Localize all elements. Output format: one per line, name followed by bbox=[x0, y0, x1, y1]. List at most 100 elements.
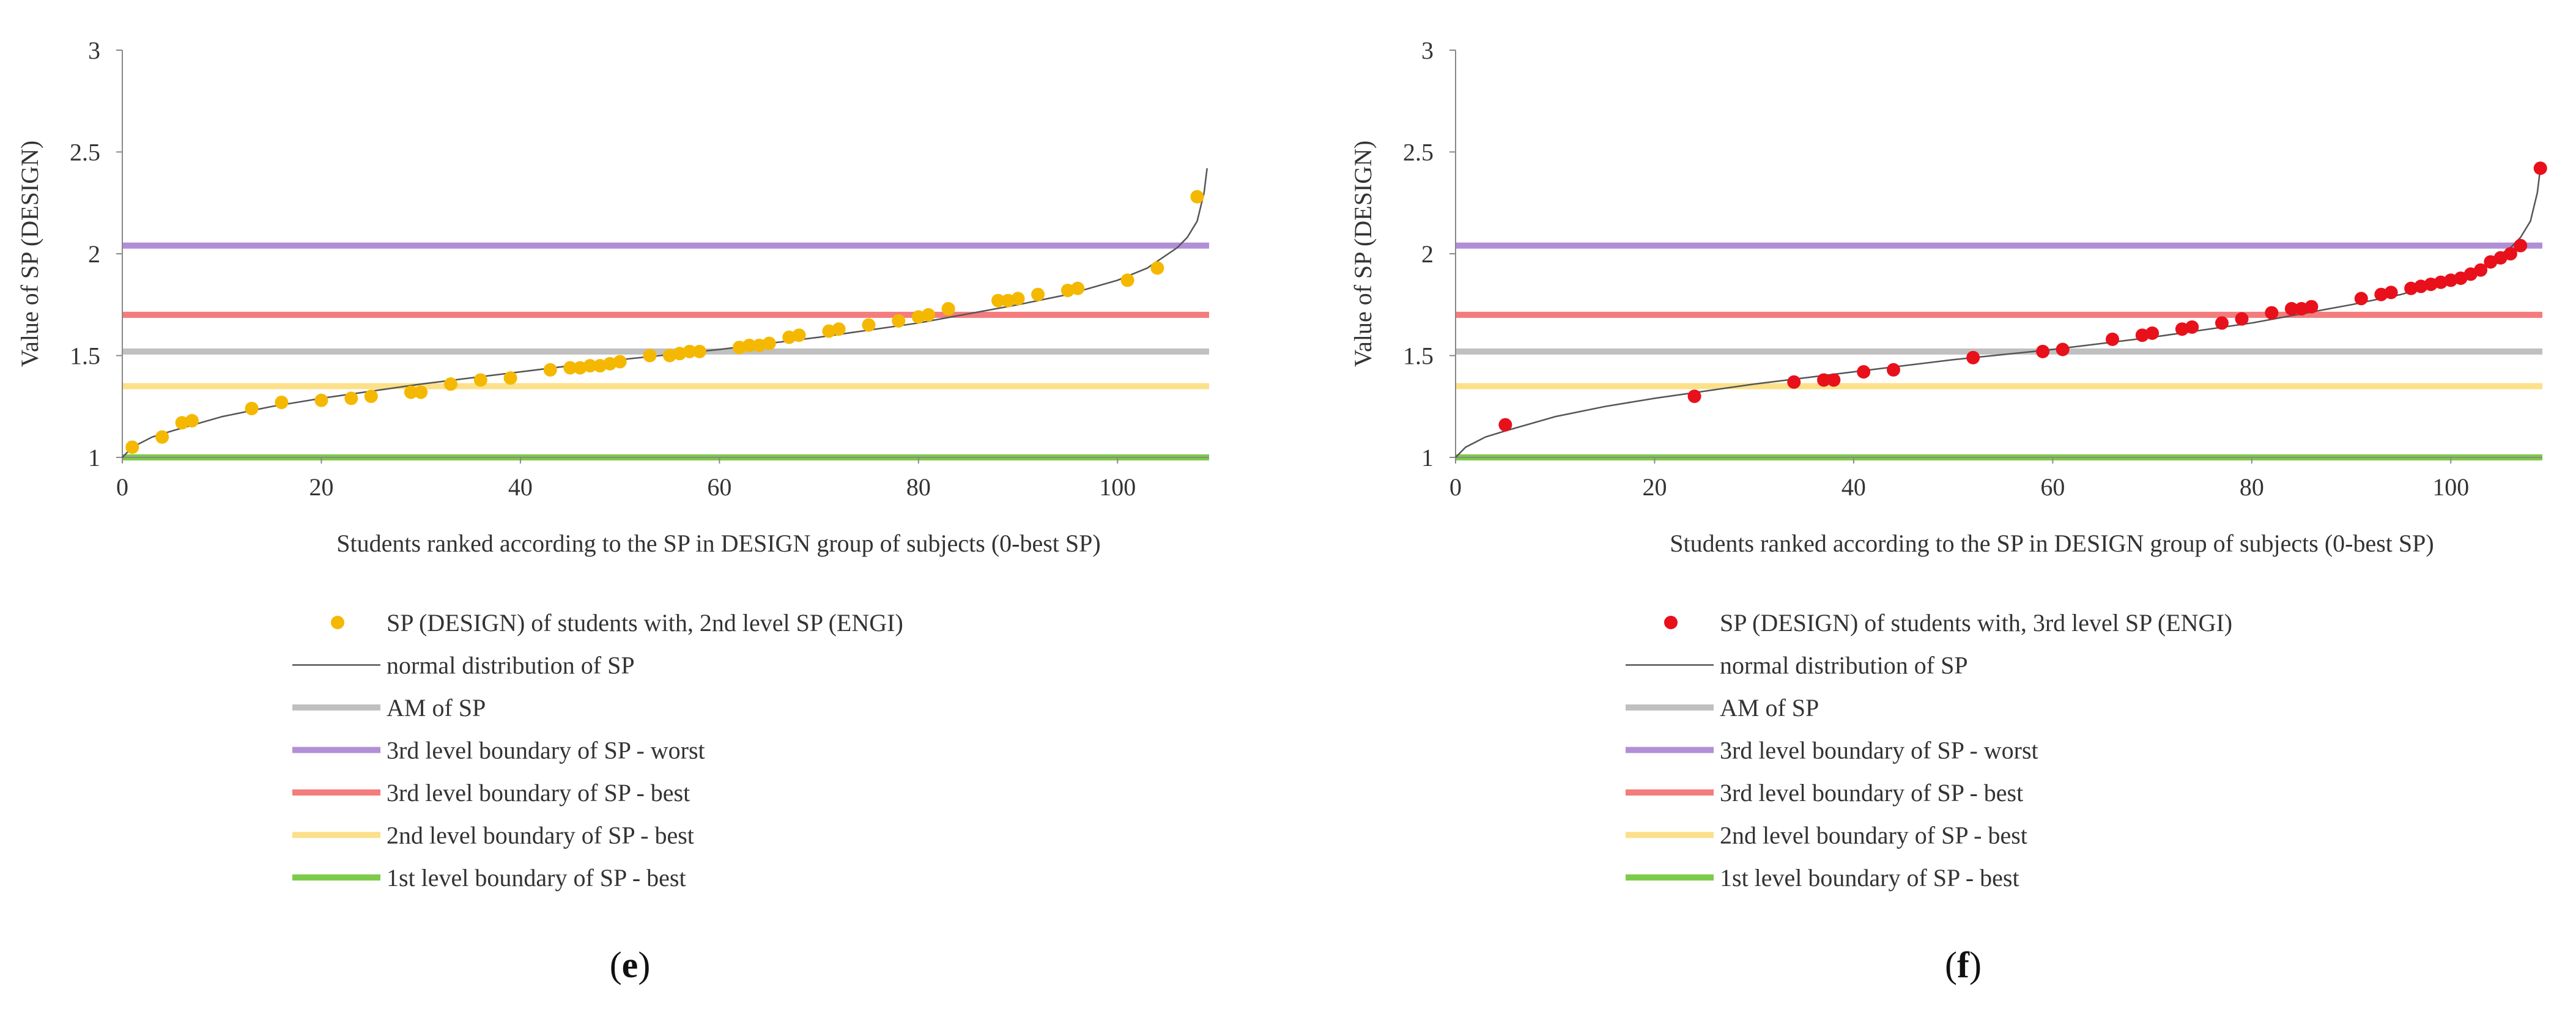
data-point bbox=[683, 344, 697, 358]
legend-item-1st-level-boundary-of-sp-best: 1st level boundary of SP - best bbox=[1626, 864, 2019, 892]
x-axis-title: Students ranked according to the SP in D… bbox=[336, 530, 1100, 557]
legend-label: 3rd level boundary of SP - worst bbox=[387, 737, 705, 764]
data-point bbox=[1011, 292, 1025, 306]
x-tick-label: 20 bbox=[309, 473, 333, 501]
legend-label: 1st level boundary of SP - best bbox=[387, 864, 686, 892]
data-point bbox=[2145, 326, 2160, 340]
data-point bbox=[1150, 261, 1164, 275]
data-point bbox=[1857, 365, 1871, 379]
legend-marker-point bbox=[1664, 616, 1678, 629]
y-tick-label: 1 bbox=[1421, 444, 1434, 471]
data-point bbox=[1687, 390, 1701, 404]
data-point bbox=[314, 393, 328, 407]
x-tick-label: 80 bbox=[2240, 473, 2264, 501]
x-tick-label: 60 bbox=[2040, 473, 2065, 501]
data-point bbox=[692, 344, 706, 358]
y-tick-label: 1.5 bbox=[1403, 342, 1434, 370]
data-point bbox=[2304, 300, 2319, 314]
legend-label: 2nd level boundary of SP - best bbox=[1720, 822, 2027, 849]
legend-item-1st-level-boundary-of-sp-best: 1st level boundary of SP - best bbox=[292, 864, 686, 892]
x-tick-label: 100 bbox=[1099, 473, 1136, 501]
legend-label: SP (DESIGN) of students with, 3rd level … bbox=[1720, 609, 2232, 637]
data-point bbox=[503, 371, 517, 385]
legend-item-normal-distribution-of-sp: normal distribution of SP bbox=[292, 652, 635, 679]
legend-item-3rd-level-boundary-of-sp-worst: 3rd level boundary of SP - worst bbox=[292, 737, 705, 764]
data-point bbox=[414, 385, 428, 399]
data-point bbox=[583, 359, 597, 373]
legend-marker-point bbox=[331, 616, 344, 629]
data-point bbox=[473, 373, 487, 387]
data-point bbox=[275, 396, 289, 410]
legend-item-am-of-sp: AM of SP bbox=[1626, 694, 1819, 722]
data-point bbox=[563, 361, 577, 375]
data-point bbox=[941, 301, 955, 316]
chart-e: 1 1.5 2 2.5 3 0 20 40 60 80 100 Students ranked acc… bbox=[16, 37, 1209, 985]
legend-label: 3rd level boundary of SP - worst bbox=[1720, 737, 2038, 764]
data-point bbox=[862, 318, 876, 332]
data-point bbox=[643, 349, 657, 363]
data-point bbox=[892, 314, 906, 328]
data-point bbox=[2284, 301, 2298, 316]
data-point bbox=[2474, 263, 2488, 277]
data-point bbox=[2384, 286, 2398, 300]
data-point bbox=[543, 363, 557, 377]
chart-f: 1 1.5 2 2.5 3 0 20 40 60 80 100 Students ranked acc… bbox=[1349, 37, 2547, 985]
y-tick-label: 2.5 bbox=[1403, 139, 1434, 166]
x-tick-label: 20 bbox=[1642, 473, 1667, 501]
panel-caption: (f) bbox=[1945, 945, 1982, 985]
data-point bbox=[344, 391, 358, 405]
legend-label: SP (DESIGN) of students with, 2nd level … bbox=[387, 609, 903, 637]
legend-item-am-of-sp: AM of SP bbox=[292, 694, 486, 722]
y-tick-label: 2.5 bbox=[70, 139, 100, 166]
data-point bbox=[1887, 363, 1900, 377]
y-tick-label: 2 bbox=[88, 240, 100, 268]
data-point bbox=[2354, 292, 2368, 306]
data-point bbox=[991, 294, 1005, 308]
data-point bbox=[125, 440, 139, 454]
data-point bbox=[762, 336, 776, 350]
y-tick-label: 3 bbox=[1421, 37, 1434, 64]
x-tick-label: 0 bbox=[116, 473, 128, 501]
data-point bbox=[613, 355, 627, 369]
legend-label: AM of SP bbox=[387, 694, 486, 722]
data-point bbox=[2185, 320, 2199, 334]
data-point bbox=[1120, 273, 1134, 287]
x-axis-title: Students ranked according to the SP in D… bbox=[1670, 530, 2434, 557]
data-point bbox=[2503, 247, 2517, 260]
data-point bbox=[792, 328, 806, 342]
y-tick-label: 1.5 bbox=[70, 342, 100, 370]
data-point bbox=[1817, 373, 1831, 387]
y-tick-label: 1 bbox=[88, 444, 100, 471]
data-point bbox=[2265, 306, 2279, 320]
legend-label: 2nd level boundary of SP - best bbox=[387, 822, 694, 849]
y-axis-title: Value of SP (DESIGN) bbox=[1349, 141, 1377, 367]
data-point bbox=[2106, 332, 2119, 346]
legend-item-sp-design-of-students-with-2nd-level-sp-engi: SP (DESIGN) of students with, 2nd level … bbox=[331, 609, 903, 637]
data-point bbox=[832, 322, 846, 336]
legend-label: AM of SP bbox=[1720, 694, 1819, 722]
data-point bbox=[2235, 312, 2249, 326]
data-point bbox=[1966, 350, 1980, 364]
legend-label: 3rd level boundary of SP - best bbox=[387, 779, 690, 807]
chart-panel-e: 1 1.5 2 2.5 3 0 20 40 60 80 100 Students ranked acc… bbox=[0, 0, 1288, 1009]
legend-item-3rd-level-boundary-of-sp-best: 3rd level boundary of SP - best bbox=[292, 779, 690, 807]
legend-item-3rd-level-boundary-of-sp-best: 3rd level boundary of SP - best bbox=[1626, 779, 2023, 807]
data-point bbox=[444, 377, 457, 391]
data-point bbox=[2036, 344, 2050, 358]
data-point bbox=[2056, 342, 2070, 356]
data-point bbox=[922, 308, 936, 322]
legend-item-normal-distribution-of-sp: normal distribution of SP bbox=[1626, 652, 1968, 679]
legend-label: normal distribution of SP bbox=[1720, 652, 1968, 679]
x-tick-label: 40 bbox=[1841, 473, 1866, 501]
data-point bbox=[1498, 418, 1512, 432]
x-tick-label: 0 bbox=[1449, 473, 1462, 501]
y-tick-label: 3 bbox=[88, 37, 100, 64]
legend-item-2nd-level-boundary-of-sp-best: 2nd level boundary of SP - best bbox=[292, 822, 694, 849]
legend-item-2nd-level-boundary-of-sp-best: 2nd level boundary of SP - best bbox=[1626, 822, 2027, 849]
data-point bbox=[185, 414, 199, 428]
data-point bbox=[155, 430, 169, 444]
data-point bbox=[404, 385, 418, 399]
y-axis-title: Value of SP (DESIGN) bbox=[16, 141, 43, 367]
legend-item-sp-design-of-students-with-3rd-level-sp-engi: SP (DESIGN) of students with, 3rd level … bbox=[1664, 609, 2232, 637]
legend-label: normal distribution of SP bbox=[387, 652, 635, 679]
